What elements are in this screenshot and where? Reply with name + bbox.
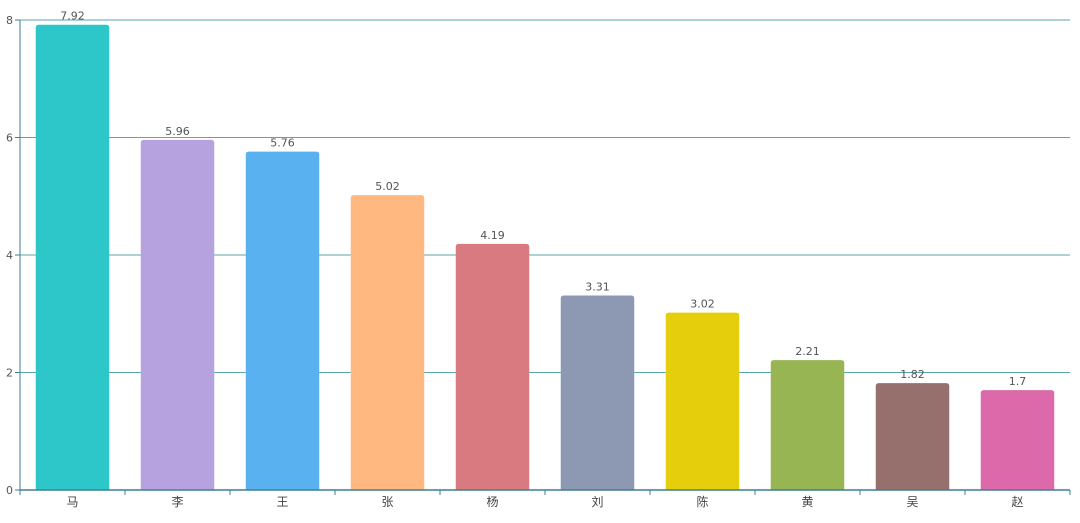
y-tick-label: 4 bbox=[6, 249, 13, 262]
data-label: 1.82 bbox=[900, 368, 925, 381]
bar[interactable] bbox=[560, 295, 635, 490]
bar[interactable] bbox=[875, 383, 950, 490]
bar[interactable] bbox=[140, 139, 215, 490]
data-label: 4.19 bbox=[480, 229, 505, 242]
bar[interactable] bbox=[455, 243, 530, 490]
bar[interactable] bbox=[770, 360, 845, 490]
axes bbox=[15, 19, 1071, 495]
data-label: 5.02 bbox=[375, 180, 400, 193]
y-tick-label: 0 bbox=[6, 484, 13, 497]
x-tick-label: 赵 bbox=[1011, 495, 1023, 509]
x-tick-label: 马 bbox=[66, 495, 78, 509]
x-tick-label: 黄 bbox=[801, 495, 813, 509]
x-tick-label: 李 bbox=[171, 494, 183, 509]
labels: 0 2 4 6 8 7.92 马 5.96 李 5.76 王 5.02 张 4.19 杨 3.31 刘 3.02 陈… bbox=[6, 10, 1026, 509]
bar[interactable] bbox=[245, 151, 320, 490]
data-label: 5.96 bbox=[165, 125, 190, 138]
x-tick-label: 陈 bbox=[696, 494, 708, 509]
x-tick-label: 杨 bbox=[486, 494, 498, 509]
data-label: 3.31 bbox=[585, 281, 610, 294]
data-label: 7.92 bbox=[60, 10, 85, 23]
y-tick-label: 2 bbox=[6, 367, 13, 380]
x-tick-label: 刘 bbox=[591, 495, 603, 509]
bar[interactable] bbox=[35, 24, 110, 490]
data-label: 2.21 bbox=[795, 345, 820, 358]
data-label: 5.76 bbox=[270, 137, 295, 150]
y-tick-label: 8 bbox=[6, 14, 13, 27]
x-tick-label: 王 bbox=[276, 495, 288, 509]
bar[interactable] bbox=[350, 195, 425, 490]
y-tick-label: 6 bbox=[6, 132, 13, 145]
bar[interactable] bbox=[980, 390, 1055, 490]
data-label: 3.02 bbox=[690, 298, 715, 311]
x-tick-label: 张 bbox=[381, 495, 393, 509]
data-label: 1.7 bbox=[1009, 375, 1027, 388]
bar[interactable] bbox=[665, 312, 740, 490]
bars bbox=[35, 24, 1055, 490]
x-tick-label: 吴 bbox=[906, 495, 918, 509]
